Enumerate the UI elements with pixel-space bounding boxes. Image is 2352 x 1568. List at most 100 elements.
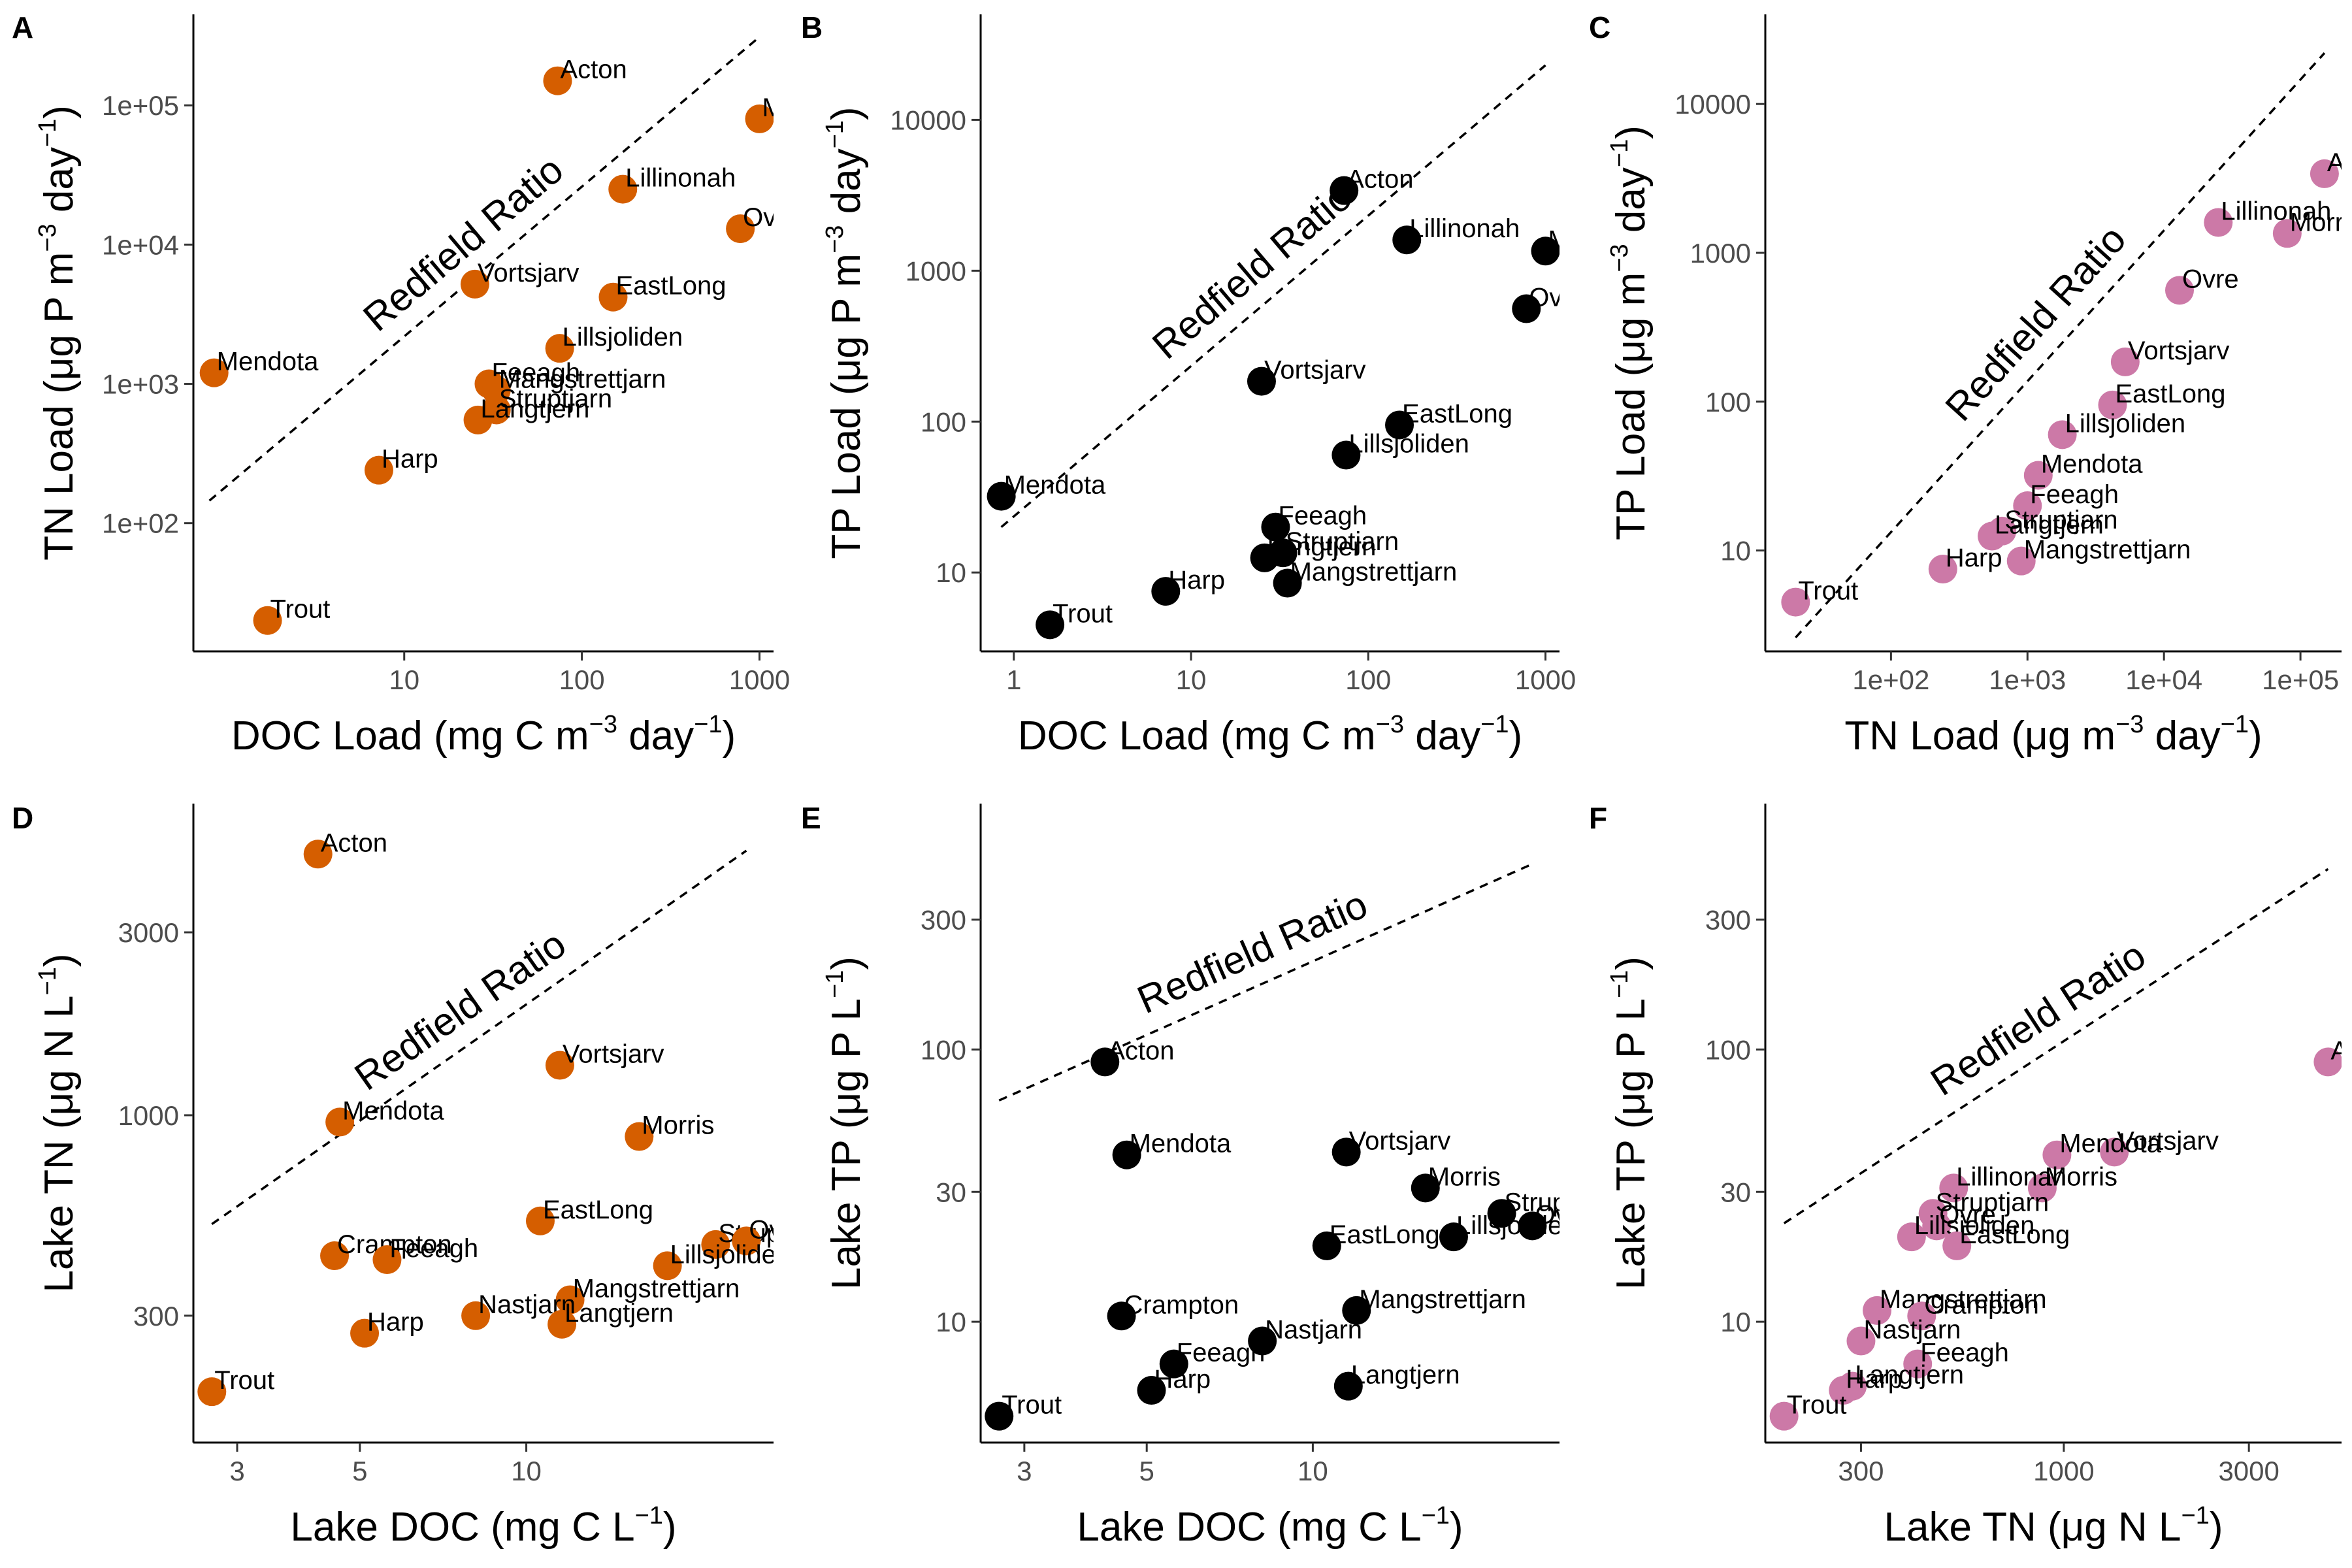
point-label: Feeagh (389, 1234, 478, 1263)
data-point (461, 1301, 491, 1330)
data-point (1829, 1376, 1858, 1405)
data-point (1487, 1199, 1516, 1228)
x-tick-label: 1e+03 (1989, 664, 2066, 695)
data-point (2042, 1140, 2072, 1169)
data-point (745, 104, 774, 133)
y-tick-label: 100 (921, 406, 966, 437)
point-label: Mangstrettjarn (2024, 536, 2191, 564)
x-tick-label: 3 (229, 1456, 244, 1486)
point-label: Crampton (1924, 1290, 2039, 1319)
data-point (547, 1309, 577, 1339)
data-point (1897, 1222, 1926, 1252)
point-label: Harp (1846, 1365, 1903, 1394)
y-tick-label: 300 (1705, 905, 1751, 936)
panel-letter: A (12, 10, 33, 44)
point-label: Lillsjoliden (563, 323, 683, 351)
point-label: Mangstrettjarn (1880, 1285, 2047, 1314)
data-point (2100, 1137, 2129, 1167)
point-label: Ovre (743, 203, 800, 232)
point-label: Struptjarn (1936, 1188, 2049, 1217)
data-point (350, 1318, 380, 1348)
data-point (1978, 521, 2007, 551)
y-tick-label: 10 (936, 1307, 966, 1337)
data-point (1439, 1222, 1468, 1252)
point-label: Feeagh (1920, 1339, 2009, 1367)
x-tick-label: 10 (389, 664, 419, 695)
chart-panel-a: A 10 100 1000 1e+02 1e+03 1e+04 1e+05 DOC Load (… (12, 10, 800, 759)
redfield-ratio-line (1795, 52, 2326, 639)
redfield-ratio-line (1783, 868, 2329, 1224)
data-point (1385, 410, 1414, 440)
data-point (1392, 225, 1422, 255)
point-label: Mendota (2041, 450, 2143, 479)
point-label: Nastjarn (1863, 1316, 1961, 1345)
point-label: Morris (642, 1111, 714, 1140)
y-tick-label: 1e+02 (102, 508, 179, 539)
data-point (303, 840, 333, 869)
point-label: Mangstrettjarn (573, 1274, 740, 1303)
data-point (364, 455, 393, 485)
y-tick-label: 100 (1705, 387, 1751, 417)
point-label: Langtjern (564, 1299, 674, 1328)
data-point (545, 1051, 574, 1080)
data-point (1247, 367, 1276, 396)
data-point (525, 1206, 555, 1235)
data-point (608, 174, 638, 204)
data-point (1331, 1137, 1361, 1167)
data-point (732, 1226, 761, 1256)
y-tick-label: 10000 (1674, 89, 1751, 120)
point-label: Lillsjoliden (1914, 1211, 2035, 1240)
y-tick-label: 3000 (118, 917, 179, 948)
data-point (372, 1245, 402, 1275)
point-label: Trout (1053, 599, 1113, 628)
point-label: Langtjern (1267, 532, 1377, 561)
point-label: Vortsjarv (2117, 1126, 2219, 1155)
x-axis-title: Lake DOC (mg C L−1) (290, 1502, 676, 1550)
point-label: Mendota (217, 348, 319, 376)
x-axis-title: Lake TN (μg N L−1) (1884, 1502, 2223, 1550)
point-label: Harp (367, 1308, 424, 1337)
x-tick-label: 10 (1176, 664, 1207, 695)
y-axis-title: Lake TP (μg P L−1) (821, 956, 869, 1290)
x-tick-label: 100 (559, 664, 605, 695)
data-point (325, 1107, 355, 1137)
point-label: Mendota (2059, 1130, 2161, 1158)
y-tick-label: 1000 (906, 255, 966, 286)
x-tick-label: 1e+02 (1852, 664, 1929, 695)
x-axis-title: DOC Load (mg C m−3 day−1) (1018, 711, 1522, 759)
point-label: Morris (1428, 1162, 1501, 1191)
y-tick-label: 30 (1720, 1177, 1751, 1207)
point-label: Langtjern (1351, 1361, 1460, 1390)
point-label: Trout (270, 595, 331, 624)
y-axis-title: TN Load (μg P m−3 day−1) (34, 105, 82, 561)
data-point (482, 376, 511, 405)
point-label: Lillsjoliden (2065, 409, 2186, 438)
y-axis-title: Lake TP (μg P L−1) (1606, 956, 1654, 1290)
point-label: Struptjarn (499, 384, 612, 413)
data-point (1769, 1401, 1799, 1431)
point-label: Mangstrettjarn (499, 365, 666, 393)
point-label: Vortsjarv (1349, 1126, 1451, 1155)
data-point (199, 358, 229, 387)
point-label: Harp (1946, 544, 2002, 572)
x-tick-label: 10 (511, 1456, 542, 1486)
data-point (625, 1122, 654, 1151)
data-point (985, 1401, 1014, 1431)
panel-letter: B (801, 10, 823, 44)
point-label: Ovre (749, 1215, 806, 1244)
point-label: Mangstrettjarn (1359, 1285, 1526, 1314)
data-point (2027, 1173, 2057, 1203)
point-label: Acton (2327, 148, 2352, 177)
point-label: EastLong (1959, 1220, 2070, 1249)
data-point (1248, 1326, 1277, 1356)
data-point (1939, 1173, 1968, 1203)
data-point (197, 1377, 227, 1407)
data-point (2023, 461, 2053, 490)
point-label: Struptjarn (1286, 527, 1399, 556)
data-point (1112, 1140, 1141, 1169)
data-point (2310, 159, 2339, 188)
point-label: Ovre (2182, 265, 2239, 293)
data-point (1273, 568, 1302, 598)
y-tick-label: 10 (1720, 536, 1751, 566)
